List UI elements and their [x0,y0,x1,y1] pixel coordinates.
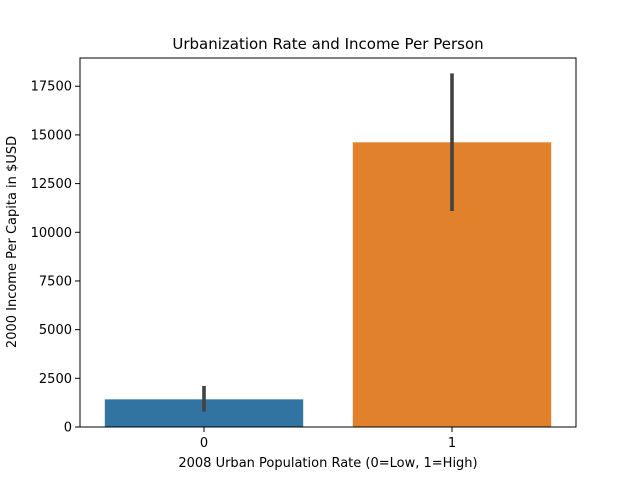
y-tick-label-2500: 2500 [39,372,72,387]
y-tick-label-7500: 7500 [39,274,72,289]
y-tick-label-12500: 12500 [31,177,72,192]
y-tick-label-15000: 15000 [31,128,72,143]
x-tick-label-0: 0 [200,436,208,451]
x-axis-label: 2008 Urban Population Rate (0=Low, 1=Hig… [178,456,477,471]
y-tick-label-17500: 17500 [31,80,72,95]
y-axis-label: 2000 Income Per Capita in $USD [5,136,20,348]
chart-title: Urbanization Rate and Income Per Person [172,35,483,53]
y-tick-label-0: 0 [64,421,72,436]
error-bars-layer [202,73,454,412]
y-ticks-layer: 0 2500 5000 7500 10000 12500 15000 17500 [31,80,80,436]
axes-layer [79,57,577,428]
bars-layer [104,142,552,427]
x-tick-label-1: 1 [448,436,456,451]
y-tick-label-5000: 5000 [39,323,72,338]
plot-frame [79,57,577,428]
y-tick-label-10000: 10000 [31,226,72,241]
